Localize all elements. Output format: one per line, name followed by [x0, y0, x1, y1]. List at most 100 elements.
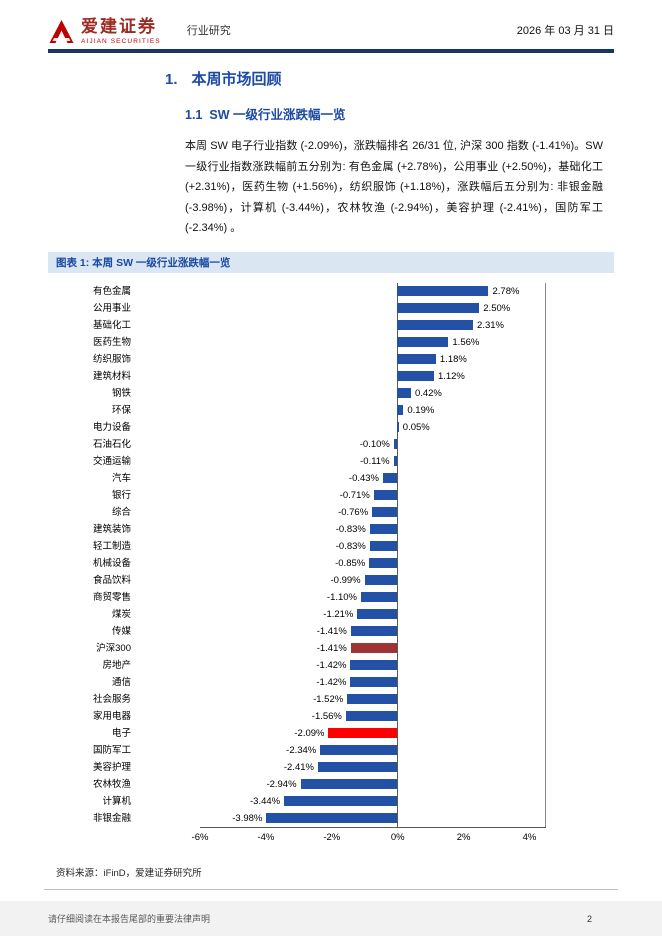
chart-row: 汽车 -0.43% [75, 470, 614, 487]
value-label: -1.41% [316, 642, 347, 654]
value-label: 2.31% [477, 319, 504, 331]
chart-row: 农林牧渔 -2.94% [75, 776, 614, 793]
chart-row: 商贸零售 -1.10% [75, 589, 614, 606]
bar [266, 813, 398, 823]
category-label: 银行 [111, 489, 131, 501]
value-label: -2.09% [294, 727, 325, 739]
category-label: 社会服务 [92, 693, 131, 705]
value-label: -1.21% [323, 608, 354, 620]
chart-row: 建筑装饰 -0.83% [75, 521, 614, 538]
category-label: 交通运输 [92, 455, 131, 467]
chart-row: 美容护理 -2.41% [75, 759, 614, 776]
category-label: 非银金融 [92, 812, 131, 824]
value-label: -1.42% [316, 676, 347, 688]
value-label: -3.98% [232, 812, 263, 824]
bar [364, 575, 398, 585]
chart-row: 电力设备 0.05% [75, 419, 614, 436]
category-label: 建筑材料 [92, 370, 131, 382]
category-label: 纺织服饰 [92, 353, 131, 365]
chart-row: 纺织服饰 1.18% [75, 351, 614, 368]
chart-row: 沪深300 -1.41% [75, 640, 614, 657]
value-label: 1.56% [452, 336, 480, 348]
category-label: 传媒 [111, 625, 131, 637]
subsection-number: 1.1 [185, 108, 203, 122]
brand-logo: 爱建证券 AIJIAN SECURITIES [48, 18, 161, 45]
summary-paragraph: 本周 SW 电子行业指数 (-2.09%)，涨跌幅排名 26/31 位, 沪深 … [185, 140, 603, 234]
value-label: -2.34% [286, 744, 317, 756]
bar [328, 728, 398, 738]
bar [284, 796, 398, 806]
chart-row: 电子 -2.09% [75, 725, 614, 742]
section-title: 1. 本周市场回顾 [165, 68, 614, 89]
x-axis: -6% -4% -2% 0% 2% 4% [192, 826, 546, 849]
bar [397, 320, 474, 330]
category-label: 有色金属 [92, 285, 131, 297]
bar [397, 303, 480, 313]
value-label: -0.43% [348, 472, 380, 484]
bar [397, 388, 411, 398]
category-label: 建筑装饰 [92, 523, 131, 535]
chart-row: 有色金属 2.78% [75, 283, 614, 300]
subsection-title: 1.1 SW 一级行业涨跌幅一览 [185, 104, 614, 123]
bar [350, 643, 398, 653]
category-label: 国防军工 [92, 744, 131, 756]
bar [361, 592, 398, 602]
x-tick-label: 4% [522, 831, 537, 843]
brand-subtitle: AIJIAN SECURITIES [81, 38, 161, 45]
chart-row: 计算机 -3.44% [75, 793, 614, 810]
chart-row: 公用事业 2.50% [75, 300, 614, 317]
bar [369, 524, 398, 534]
category-label: 汽车 [111, 472, 131, 484]
bar [393, 439, 398, 449]
bar [317, 762, 398, 772]
bar [383, 473, 398, 483]
category-label: 食品饮料 [92, 574, 131, 586]
chart-row: 社会服务 -1.52% [75, 691, 614, 708]
category-label: 煤炭 [111, 608, 131, 620]
header-rule [48, 49, 614, 53]
x-tick-label: -4% [257, 831, 275, 843]
category-label: 农林牧渔 [92, 778, 131, 790]
bar [347, 694, 398, 704]
category-label: 基础化工 [92, 319, 131, 331]
x-tick-label: 2% [456, 831, 471, 843]
value-label: -0.10% [359, 438, 390, 450]
value-label: -0.76% [338, 506, 369, 518]
bar [320, 745, 398, 755]
value-label: -3.44% [250, 795, 281, 807]
value-label: -0.85% [335, 557, 366, 569]
bar [397, 405, 404, 415]
bar [369, 541, 398, 551]
bar [369, 558, 398, 568]
footer-divider [44, 889, 618, 890]
section-number: 1. [165, 71, 178, 88]
value-label: -1.42% [316, 659, 347, 671]
chart-row: 非银金融 -3.98% [75, 810, 614, 827]
header: 爱建证券 AIJIAN SECURITIES 行业研究 2026 年 03 月 … [48, 0, 614, 45]
category-label: 房地产 [102, 659, 131, 671]
value-label: 1.12% [437, 370, 465, 382]
doc-type-label: 行业研究 [186, 25, 231, 37]
chart-row: 食品饮料 -0.99% [75, 572, 614, 589]
report-date: 2026 年 03 月 31 日 [516, 25, 614, 37]
value-label: -1.56% [311, 710, 342, 722]
x-tick-label: 0% [390, 831, 405, 843]
value-label: 0.42% [414, 387, 442, 399]
value-label: 0.19% [407, 404, 435, 416]
value-label: -0.11% [360, 455, 390, 467]
category-label: 轻工制造 [92, 540, 131, 552]
chart-row: 钢铁 0.42% [75, 385, 614, 402]
category-label: 医药生物 [92, 336, 131, 348]
bar [397, 354, 436, 364]
category-label: 通信 [111, 676, 131, 688]
bar [372, 507, 398, 517]
value-label: 2.78% [492, 285, 520, 297]
category-label: 综合 [111, 506, 131, 518]
chart-row: 交通运输 -0.11% [75, 453, 614, 470]
figure-caption-bar: 图表 1: 本周 SW 一级行业涨跌幅一览 [48, 251, 614, 273]
value-label: -0.83% [335, 523, 366, 535]
brand-name: 爱建证券 [81, 17, 157, 36]
footer: 请仔细阅读在本报告尾部的重要法律声明 2 [0, 889, 662, 936]
footer-band: 请仔细阅读在本报告尾部的重要法律声明 2 [0, 901, 662, 936]
category-label: 公用事业 [92, 302, 131, 314]
